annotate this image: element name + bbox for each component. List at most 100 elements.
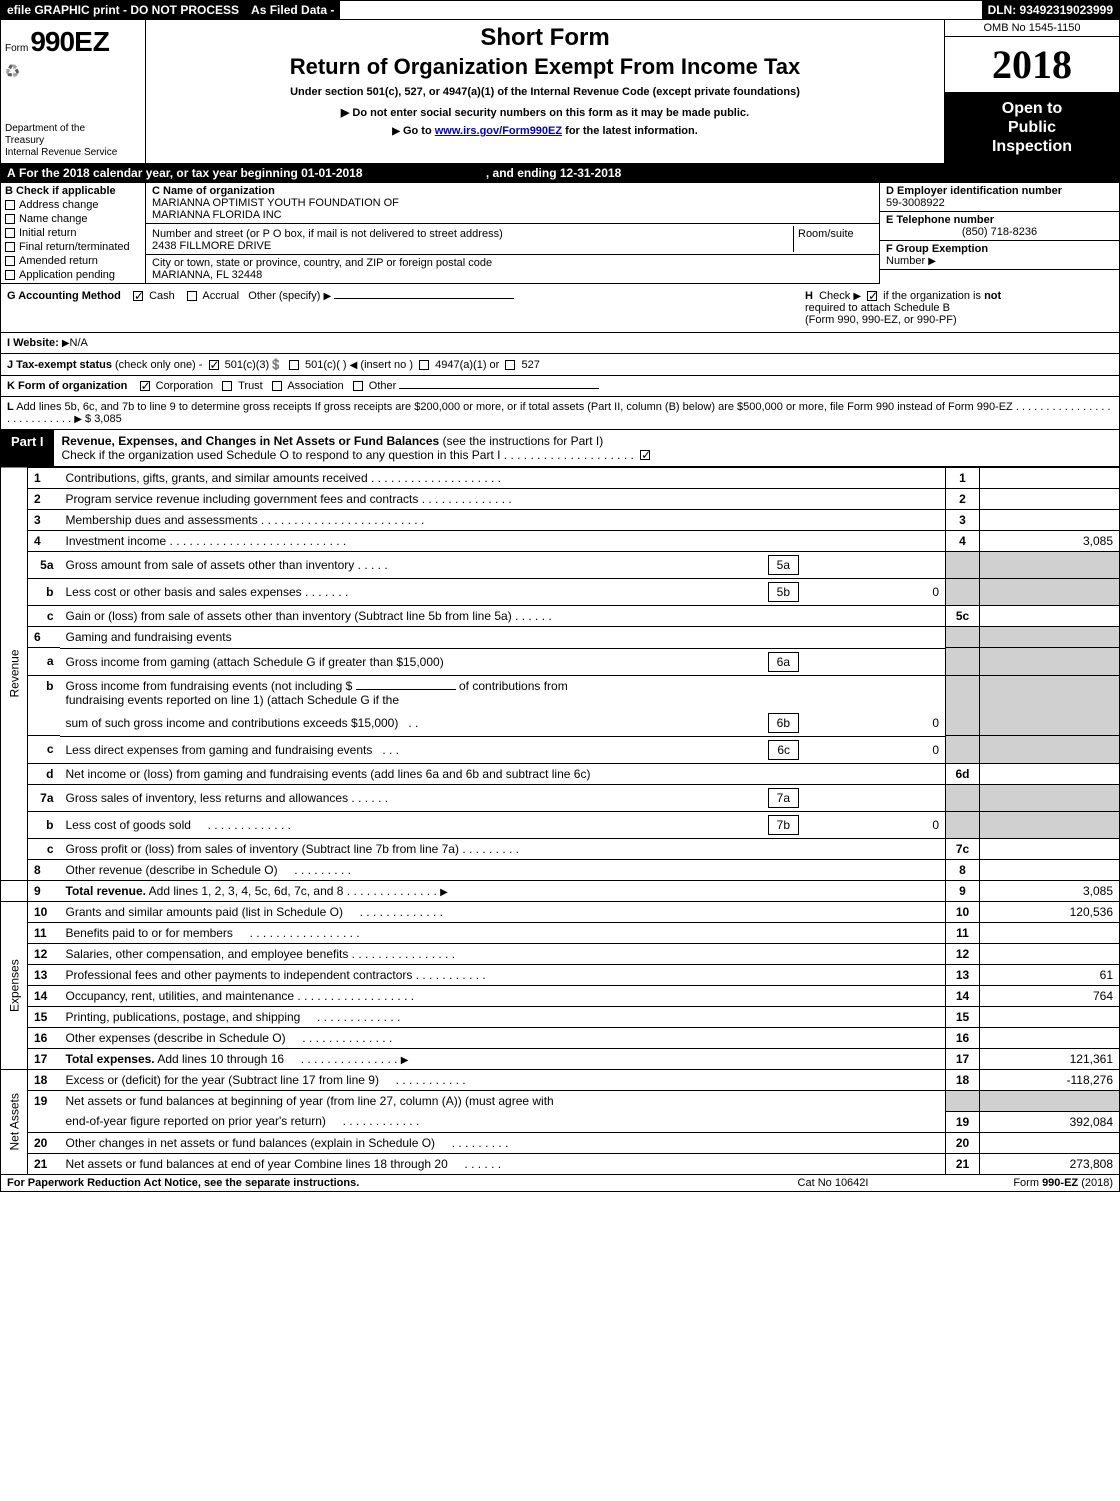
- i-value: N/A: [70, 337, 88, 349]
- footer-form-num: 990-EZ: [1042, 1177, 1078, 1189]
- line-6d: d Net income or (loss) from gaming and f…: [1, 763, 1120, 784]
- i-label: I Website:: [7, 337, 59, 349]
- l-label: L: [7, 401, 14, 413]
- k-form-org-row: K Form of organization Corporation Trust…: [0, 376, 1120, 397]
- line-11: 11 Benefits paid to or for members . . .…: [1, 923, 1120, 944]
- gh-block: G Accounting Method Cash Accrual Other (…: [0, 284, 1120, 333]
- b-check-if: Check if applicable: [16, 185, 116, 197]
- form-990: 990: [30, 26, 74, 58]
- h-text4: required to attach Schedule B: [805, 302, 950, 314]
- chk-4947[interactable]: [419, 360, 429, 370]
- chk-amended-return[interactable]: Amended return: [5, 255, 141, 267]
- chk-schedule-o[interactable]: [640, 450, 650, 460]
- line-6a: a Gross income from gaming (attach Sched…: [1, 648, 1120, 676]
- k-trust: Trust: [238, 380, 263, 392]
- chk-501c[interactable]: [289, 360, 299, 370]
- c-name-label: C Name of organization: [152, 185, 393, 197]
- j-527: 527: [521, 359, 539, 371]
- f-label: F Group Exemption: [886, 243, 988, 255]
- open-line1: Open to: [1002, 100, 1062, 117]
- section-c-org: C Name of organization MARIANNA OPTIMIST…: [146, 183, 879, 284]
- return-title: Return of Organization Exempt From Incom…: [156, 54, 934, 80]
- e-label: E Telephone number: [886, 214, 1113, 226]
- part-i-table: Revenue 1 Contributions, gifts, grants, …: [0, 467, 1120, 1175]
- part-i-title: Revenue, Expenses, and Changes in Net As…: [54, 430, 1119, 466]
- chk-other-org[interactable]: [353, 381, 363, 391]
- chk-501c3[interactable]: [209, 360, 219, 370]
- header-center: Short Form Return of Organization Exempt…: [146, 20, 944, 163]
- goto-prefix: Go to: [403, 125, 432, 137]
- org-name-1: MARIANNA OPTIMIST YOUTH FOUNDATION OF: [152, 197, 399, 209]
- line-16: 16 Other expenses (describe in Schedule …: [1, 1028, 1120, 1049]
- part-i-header: Part I Revenue, Expenses, and Changes in…: [0, 430, 1120, 467]
- open-public-inspection: Open to Public Inspection: [945, 93, 1119, 163]
- g-label: G Accounting Method: [7, 290, 121, 302]
- chk-accrual[interactable]: [187, 291, 197, 301]
- line-6b: b Gross income from fundraising events (…: [1, 675, 1120, 710]
- efile-label: efile GRAPHIC print - DO NOT PROCESS: [1, 1, 245, 19]
- as-filed-label: As Filed Data -: [245, 1, 340, 19]
- page-footer: For Paperwork Reduction Act Notice, see …: [0, 1175, 1120, 1192]
- j-label: J Tax-exempt status: [7, 359, 112, 371]
- open-line3: Inspection: [992, 138, 1072, 155]
- chk-name-change[interactable]: Name change: [5, 213, 141, 225]
- line-6: 6 Gaming and fundraising events: [1, 627, 1120, 648]
- revenue-vlabel: Revenue: [1, 467, 28, 881]
- k-assoc: Association: [287, 380, 343, 392]
- d-label: D Employer identification number: [886, 185, 1113, 197]
- chk-527[interactable]: [505, 360, 515, 370]
- irs-link[interactable]: www.irs.gov/Form990EZ: [435, 125, 562, 137]
- form-ref: Form 990-EZ (2018): [933, 1177, 1113, 1189]
- part-i-subtitle: Check if the organization used Schedule …: [62, 448, 1111, 462]
- row-a-calendar-year: A For the 2018 calendar year, or tax yea…: [0, 164, 1120, 183]
- chk-address-change[interactable]: Address change: [5, 199, 141, 211]
- j-text: (check only one) -: [115, 359, 202, 371]
- goto-line: ▶ Go to www.irs.gov/Form990EZ for the la…: [156, 125, 934, 137]
- form-header: Form 990 EZ ♻️ Department of the Treasur…: [0, 20, 1120, 164]
- chk-cash[interactable]: [133, 291, 143, 301]
- chk-application-pending[interactable]: Application pending: [5, 269, 141, 281]
- tax-year: 2018: [945, 37, 1119, 93]
- dept-line2: Treasury: [5, 135, 44, 146]
- g-accounting: G Accounting Method Cash Accrual Other (…: [1, 284, 799, 332]
- street-row: Number and street (or P O box, if mail i…: [146, 224, 879, 255]
- paperwork-notice: For Paperwork Reduction Act Notice, see …: [7, 1177, 733, 1189]
- line-19a: 19 Net assets or fund balances at beginn…: [1, 1091, 1120, 1112]
- chk-initial-return[interactable]: Initial return: [5, 227, 141, 239]
- line-13: 13 Professional fees and other payments …: [1, 965, 1120, 986]
- line-4: 4 Investment income . . . . . . . . . . …: [1, 530, 1120, 551]
- j-insertno: (insert no ): [360, 359, 413, 371]
- line-17: 17 Total expenses. Add lines 10 through …: [1, 1049, 1120, 1070]
- recycle-icon: ♻️: [1, 64, 145, 78]
- g-accrual: Accrual: [202, 290, 239, 302]
- chk-corp[interactable]: [140, 381, 150, 391]
- h-text1: Check: [819, 290, 850, 302]
- cat-no: Cat No 10642I: [733, 1177, 933, 1189]
- chk-final-return[interactable]: Final return/terminated: [5, 241, 141, 253]
- k-corp: Corporation: [156, 380, 213, 392]
- line-6b-2: sum of such gross income and contributio…: [1, 710, 1120, 736]
- short-form-title: Short Form: [156, 24, 934, 52]
- line-1: Revenue 1 Contributions, gifts, grants, …: [1, 467, 1120, 488]
- dept-line1: Department of the: [5, 123, 85, 134]
- g-cash: Cash: [149, 290, 175, 302]
- chk-assoc[interactable]: [272, 381, 282, 391]
- org-name-row: C Name of organization MARIANNA OPTIMIST…: [146, 183, 879, 224]
- line-5c: c Gain or (loss) from sale of assets oth…: [1, 606, 1120, 627]
- line-19b: end-of-year figure reported on prior yea…: [1, 1111, 1120, 1132]
- org-info-block: B Check if applicable Address change Nam…: [0, 183, 1120, 284]
- chk-h[interactable]: [867, 291, 877, 301]
- part-i-paren: (see the instructions for Part I): [443, 434, 604, 448]
- part-i-title-text: Revenue, Expenses, and Changes in Net As…: [62, 434, 440, 448]
- footer-form-year: (2018): [1081, 1177, 1113, 1189]
- b-label: B: [5, 185, 13, 197]
- room-label: Room/suite: [798, 228, 854, 240]
- line-3: 3 Membership dues and assessments . . . …: [1, 509, 1120, 530]
- line-7c: c Gross profit or (loss) from sales of i…: [1, 839, 1120, 860]
- k-other: Other: [369, 380, 397, 392]
- netassets-vlabel: Net Assets: [1, 1070, 28, 1175]
- phone-value: (850) 718-8236: [886, 226, 1113, 238]
- chk-trust[interactable]: [222, 381, 232, 391]
- line-12: 12 Salaries, other compensation, and emp…: [1, 944, 1120, 965]
- header-left: Form 990 EZ ♻️ Department of the Treasur…: [1, 20, 146, 163]
